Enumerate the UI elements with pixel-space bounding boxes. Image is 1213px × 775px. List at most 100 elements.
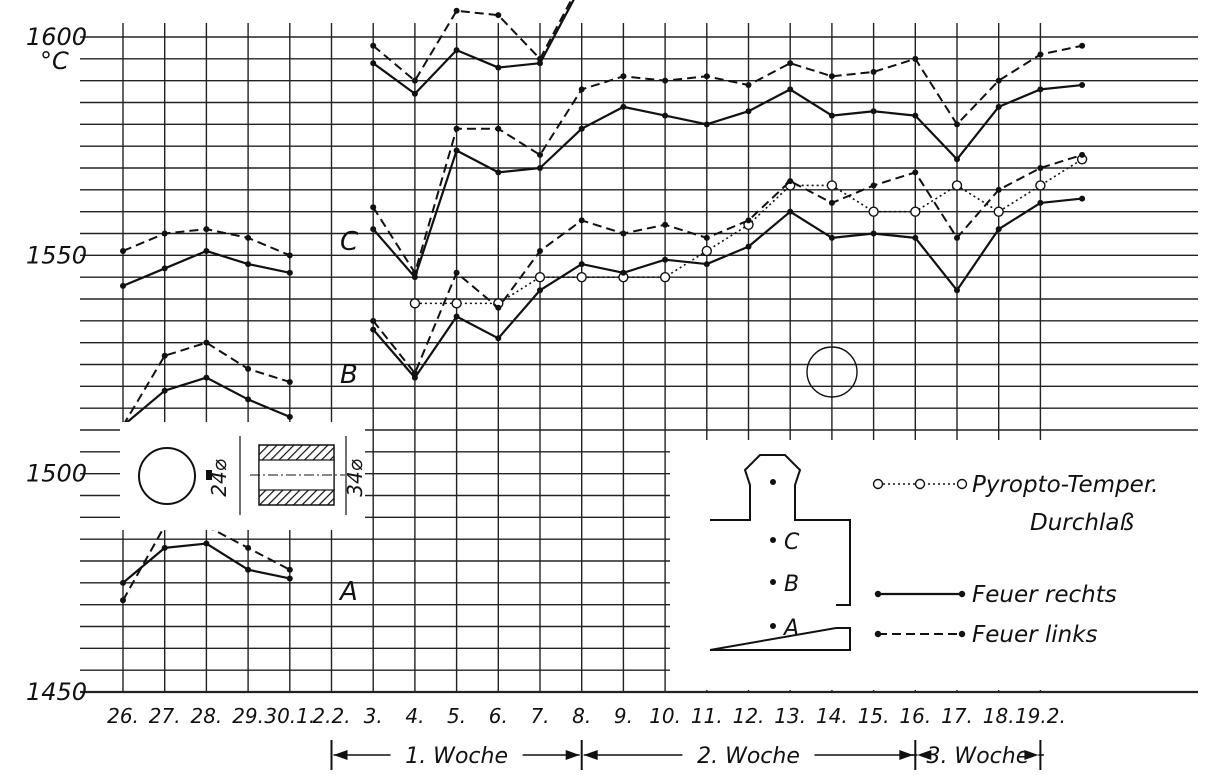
data-point — [787, 178, 794, 185]
data-point — [411, 374, 418, 381]
data-point — [286, 378, 293, 385]
data-point — [954, 287, 960, 294]
data-point — [495, 169, 502, 176]
legend-pyropto-label-2: Durchlaß — [1030, 510, 1134, 536]
data-point — [161, 352, 168, 359]
data-point — [662, 112, 669, 119]
week-arrowhead — [565, 750, 580, 760]
furnace-label-a: A — [782, 616, 799, 641]
data-point — [453, 313, 460, 320]
week-arrowhead — [583, 750, 598, 760]
y-tick-label: 1550 — [26, 241, 87, 269]
data-point — [1079, 195, 1086, 202]
data-point — [537, 55, 543, 62]
data-point — [370, 226, 377, 233]
data-point — [370, 42, 377, 49]
x-tick-label: 16. — [899, 704, 931, 728]
data-point — [995, 103, 1002, 110]
tube-circle-icon — [138, 447, 196, 505]
furnace-dot-b — [770, 579, 776, 585]
data-point — [453, 269, 460, 276]
data-point — [537, 151, 543, 158]
x-tick-label: 4. — [405, 704, 424, 728]
series-group-labels: C B A — [338, 227, 359, 607]
x-tick-label: 5. — [447, 704, 466, 728]
legend-rechts: Feuer rechts — [874, 582, 1117, 608]
legend-rechts-marker — [958, 590, 966, 598]
data-point — [620, 73, 627, 80]
series-label-a: A — [338, 577, 358, 607]
data-point — [578, 217, 585, 224]
data-point — [286, 269, 293, 276]
data-point — [203, 540, 210, 547]
data-point — [453, 47, 460, 54]
dim-label-24: 24⌀ — [207, 459, 231, 497]
series-line-b — [372, 83, 1083, 279]
data-point-pyropto — [993, 206, 1004, 217]
data-point — [912, 234, 919, 241]
data-point — [1079, 42, 1086, 49]
legend-pyropto-marker — [914, 478, 926, 490]
week-arrowhead — [917, 750, 932, 760]
x-axis-ticks: 26. 27. 28. 29. 30.1.2.2. 3. 4. 5. 6. 7. 8. 9. 10. 11… — [107, 704, 1066, 728]
data-point-pyropto — [910, 206, 921, 217]
series-line-b — [372, 44, 1083, 274]
series-line-a — [372, 153, 1083, 375]
y-tick-label: 1600 — [26, 23, 87, 51]
data-point — [411, 269, 418, 276]
data-point — [745, 217, 752, 224]
data-point — [578, 125, 585, 132]
data-point-pyropto — [1035, 180, 1046, 191]
legend-pyropto-marker — [956, 478, 968, 490]
data-point — [495, 125, 502, 132]
data-point-pyropto — [701, 245, 712, 257]
data-point — [620, 269, 627, 276]
week-markers: 1. Woche 2. Woche 3. Woche — [330, 740, 1044, 770]
data-point — [161, 265, 168, 272]
x-tick-label: 3. — [364, 704, 383, 728]
data-point — [703, 261, 710, 268]
x-tick-label: 7. — [530, 704, 549, 728]
legend-links-marker — [874, 630, 882, 638]
legend-links-label: Feuer links — [972, 622, 1098, 648]
data-point — [954, 156, 960, 163]
data-point-pyropto — [951, 180, 963, 191]
legend-rechts-label: Feuer rechts — [972, 582, 1117, 608]
data-point — [245, 234, 252, 241]
data-point — [1079, 151, 1086, 158]
series-label-b: B — [340, 360, 358, 390]
data-point — [537, 60, 543, 67]
week-arrowhead — [899, 750, 914, 760]
data-point — [495, 335, 502, 342]
furnace-top-dot — [770, 479, 776, 485]
data-point — [245, 396, 252, 403]
data-point — [245, 566, 252, 573]
data-point — [286, 413, 293, 420]
data-point — [995, 226, 1002, 233]
data-point — [245, 365, 252, 372]
y-tick-label: 1450 — [26, 678, 87, 706]
data-point — [995, 186, 1002, 193]
series-line-a — [372, 197, 1083, 379]
data-point-pyropto — [868, 206, 879, 217]
furnace-dot-c — [770, 537, 776, 543]
data-point — [954, 234, 960, 241]
week-arrowhead — [333, 750, 348, 760]
data-point — [745, 243, 752, 250]
data-point — [453, 147, 460, 154]
data-point — [161, 387, 168, 394]
data-point — [370, 60, 377, 67]
data-point — [828, 73, 835, 80]
data-point — [662, 221, 669, 228]
data-point-pyropto — [534, 271, 546, 283]
data-point — [245, 544, 252, 551]
x-tick-label: 6. — [489, 704, 508, 728]
data-point — [1037, 199, 1044, 206]
furnace-label-c: C — [784, 530, 800, 555]
data-point — [912, 55, 919, 62]
data-point — [1037, 51, 1044, 58]
data-point — [370, 204, 377, 211]
x-tick-label: 2.2. — [312, 704, 350, 728]
data-point — [370, 326, 377, 333]
data-point-pyropto — [826, 180, 838, 191]
